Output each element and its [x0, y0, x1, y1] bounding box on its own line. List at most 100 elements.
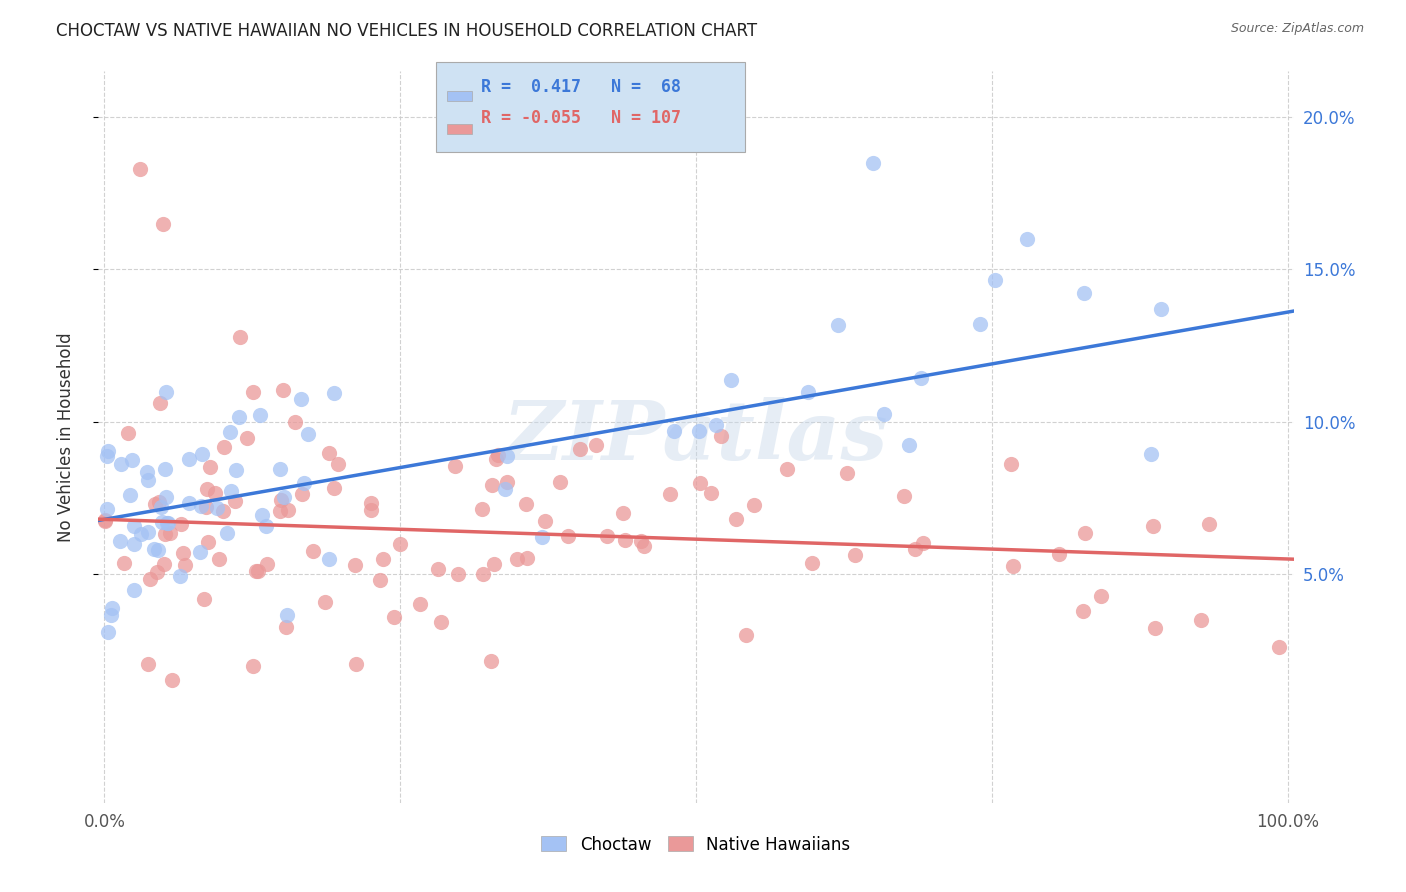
Point	[630, 534, 652, 549]
Point	[1144, 621, 1167, 635]
Point	[179, 451, 201, 466]
Point	[284, 415, 307, 429]
Point	[710, 429, 733, 443]
Point	[318, 446, 340, 460]
Point	[314, 595, 336, 609]
Point	[219, 483, 242, 498]
Point	[426, 562, 449, 576]
Point	[344, 657, 367, 671]
Point	[254, 519, 277, 533]
Point	[152, 217, 174, 231]
Point	[138, 657, 160, 672]
Point	[108, 533, 131, 548]
Point	[844, 548, 866, 562]
Point	[153, 462, 176, 476]
Point	[1017, 232, 1039, 246]
Point	[146, 542, 169, 557]
Point	[534, 514, 557, 528]
Point	[247, 564, 270, 578]
Point	[1140, 447, 1163, 461]
Point	[548, 475, 571, 489]
Point	[269, 504, 291, 518]
Point	[496, 475, 519, 489]
Point	[188, 545, 211, 559]
Point	[429, 615, 451, 629]
Point	[236, 431, 259, 445]
Point	[159, 525, 181, 540]
Point	[215, 525, 238, 540]
Point	[155, 384, 177, 399]
Point	[382, 609, 405, 624]
Point	[343, 558, 366, 572]
Point	[122, 537, 145, 551]
Point	[148, 495, 170, 509]
Point	[149, 396, 172, 410]
Text: R = -0.055   N = 107: R = -0.055 N = 107	[481, 109, 681, 127]
Point	[1198, 517, 1220, 532]
Point	[122, 583, 145, 598]
Point	[481, 478, 503, 492]
Text: CHOCTAW VS NATIVE HAWAIIAN NO VEHICLES IN HOUSEHOLD CORRELATION CHART: CHOCTAW VS NATIVE HAWAIIAN NO VEHICLES I…	[56, 22, 758, 40]
Point	[585, 438, 607, 452]
Point	[224, 493, 246, 508]
Legend: Choctaw, Native Hawaiians: Choctaw, Native Hawaiians	[534, 829, 858, 860]
Point	[96, 502, 118, 516]
Point	[128, 161, 150, 176]
Point	[318, 551, 340, 566]
Point	[138, 473, 160, 487]
Point	[1002, 558, 1025, 573]
Point	[688, 424, 710, 438]
Point	[100, 601, 122, 615]
Point	[136, 524, 159, 539]
Point	[162, 673, 184, 687]
Point	[153, 527, 176, 541]
Point	[495, 449, 517, 463]
Point	[97, 443, 120, 458]
Point	[208, 551, 231, 566]
Point	[229, 330, 252, 344]
Point	[479, 654, 502, 668]
Point	[195, 482, 218, 496]
Point	[273, 490, 295, 504]
Point	[145, 566, 167, 580]
Point	[197, 535, 219, 549]
Point	[169, 569, 191, 583]
Point	[633, 539, 655, 553]
Point	[326, 458, 349, 472]
Point	[191, 447, 214, 461]
Point	[121, 453, 143, 467]
Point	[471, 567, 494, 582]
Point	[904, 541, 927, 556]
Point	[1071, 604, 1094, 618]
Point	[120, 488, 142, 502]
Point	[724, 512, 747, 526]
Point	[97, 624, 120, 639]
Point	[96, 449, 118, 463]
Point	[447, 566, 470, 581]
Point	[827, 318, 849, 333]
Point	[568, 442, 591, 456]
Point	[516, 551, 538, 566]
Point	[910, 370, 932, 384]
Point	[360, 503, 382, 517]
Point	[179, 496, 201, 510]
Point	[274, 620, 297, 634]
Point	[1150, 301, 1173, 316]
Point	[444, 459, 467, 474]
Point	[193, 592, 215, 607]
Point	[389, 537, 412, 551]
Point	[471, 501, 494, 516]
Point	[225, 463, 247, 477]
Point	[371, 552, 394, 566]
Point	[290, 392, 312, 407]
Point	[614, 533, 637, 547]
Point	[800, 556, 823, 570]
Point	[145, 497, 167, 511]
Point	[983, 273, 1005, 287]
Point	[1074, 525, 1097, 540]
Point	[110, 457, 132, 471]
Text: Source: ZipAtlas.com: Source: ZipAtlas.com	[1230, 22, 1364, 36]
Point	[228, 410, 250, 425]
Point	[245, 564, 267, 578]
Point	[174, 558, 197, 572]
